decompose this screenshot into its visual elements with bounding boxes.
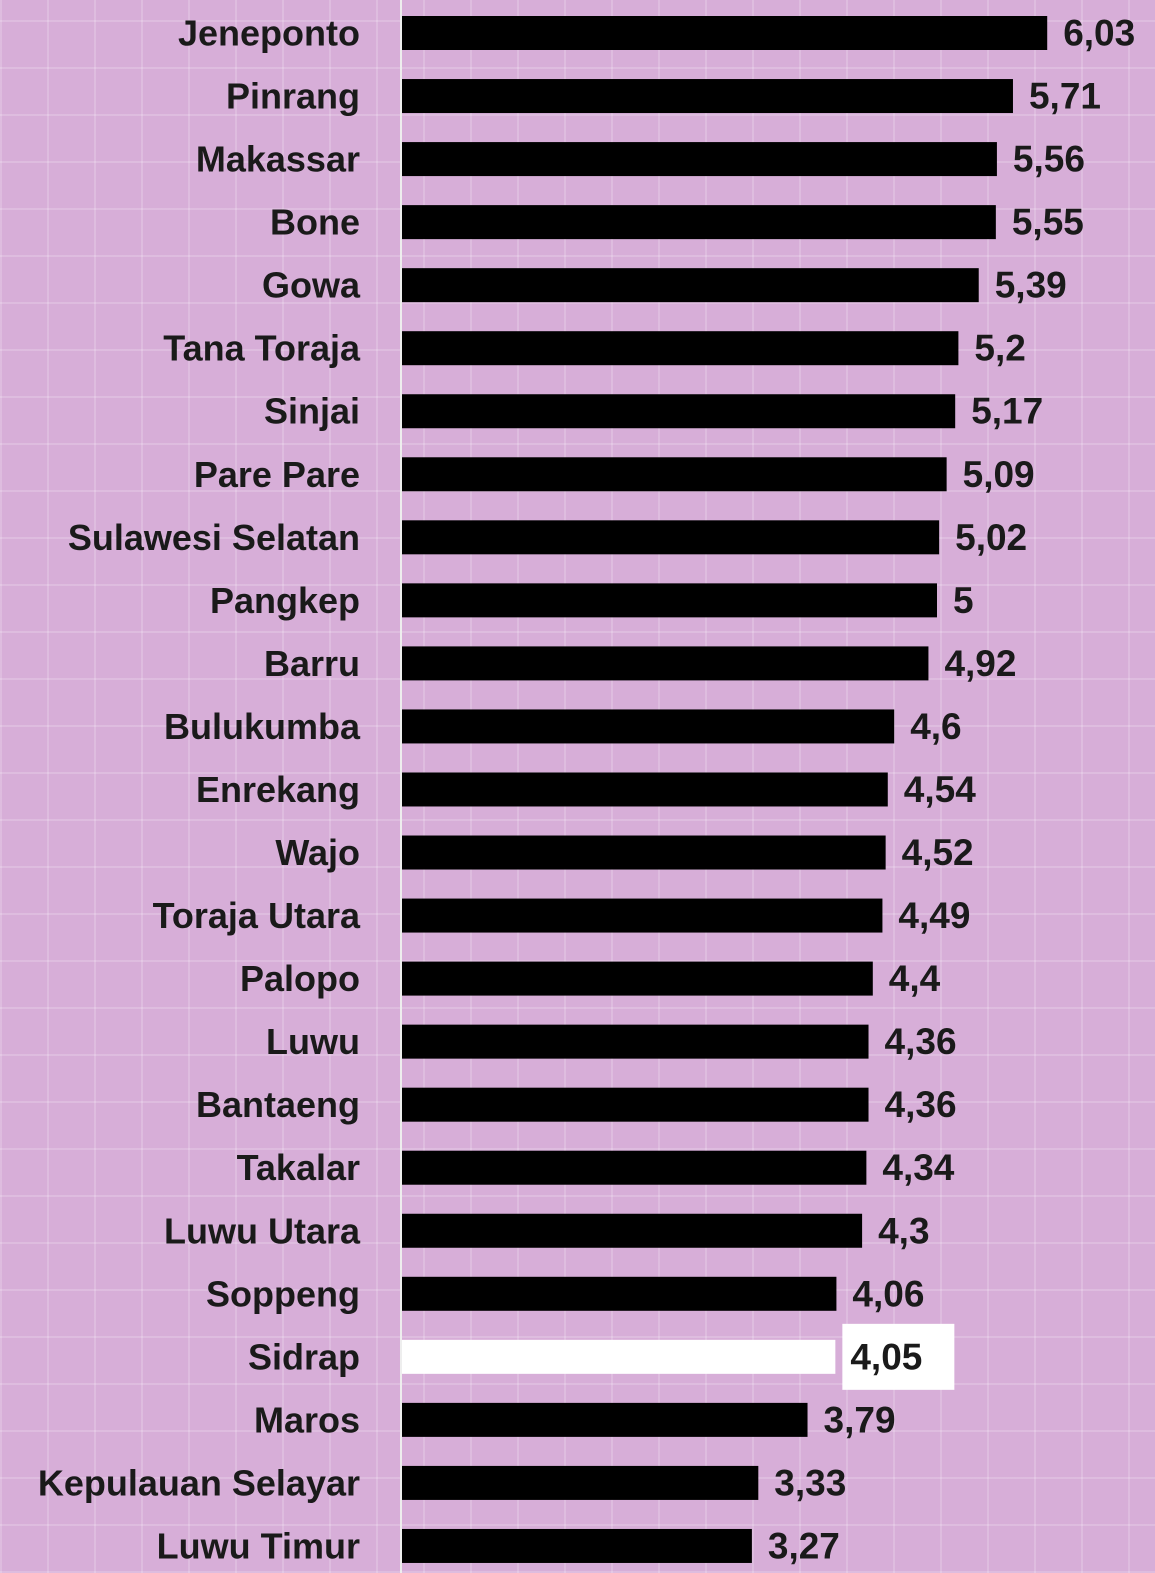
category-label: Pinrang [226,76,360,117]
bar [402,1466,758,1500]
value-label: 4,54 [904,769,976,810]
value-label: 5,71 [1029,76,1101,117]
value-label: 5 [953,580,974,621]
category-label: Palopo [240,958,360,999]
value-label: 4,3 [878,1210,929,1251]
bar [402,394,955,428]
category-label: Barru [264,643,360,684]
category-label: Jeneponto [178,13,360,54]
value-label: 4,34 [882,1147,954,1188]
bar [402,1277,836,1311]
category-label: Sidrap [248,1336,360,1377]
bar [402,836,886,870]
bar [402,1340,835,1374]
bar [402,331,958,365]
category-label: Takalar [237,1147,360,1188]
category-label: Bulukumba [164,706,361,747]
value-label: 5,39 [995,265,1067,306]
category-label: Luwu Utara [164,1210,361,1251]
bar [402,205,996,239]
value-label: 4,49 [898,895,970,936]
bar [402,142,997,176]
bar [402,646,928,680]
bar [402,1025,869,1059]
category-label: Soppeng [206,1273,360,1314]
bar [402,1403,808,1437]
category-label: Tana Toraja [163,328,361,369]
category-label: Enrekang [196,769,360,810]
value-label: 4,36 [885,1021,957,1062]
bar [402,457,947,491]
value-label: 4,4 [889,958,941,999]
chart: Jeneponto 6,03 Pinrang 5,71 Makassar 5,56 Bone… [0,0,1155,1573]
value-label: 5,09 [963,454,1035,495]
page: Jeneponto 6,03 Pinrang 5,71 Makassar 5,56 Bone… [0,0,1155,1573]
value-label: 3,79 [824,1399,896,1440]
value-label: 4,06 [852,1273,924,1314]
value-label: 4,92 [944,643,1016,684]
bar [402,1529,752,1563]
category-label: Luwu Timur [157,1525,360,1566]
value-label: 5,56 [1013,139,1085,180]
category-label: Makassar [196,139,360,180]
category-label: Kepulauan Selayar [38,1462,360,1503]
bar [402,520,939,554]
category-label: Gowa [262,265,361,306]
bar [402,1214,862,1248]
bar [402,772,888,806]
bar [402,268,979,302]
value-label: 4,52 [902,832,974,873]
category-label: Bantaeng [196,1084,360,1125]
bar [402,709,894,743]
bar [402,962,873,996]
value-label: 6,03 [1063,13,1135,54]
category-label: Sinjai [264,391,360,432]
category-label: Toraja Utara [153,895,361,936]
value-label: 5,2 [974,328,1025,369]
category-label: Wajo [275,832,360,873]
category-label: Bone [270,202,360,243]
category-label: Maros [254,1399,360,1440]
value-label: 4,6 [910,706,961,747]
category-label: Pare Pare [194,454,360,495]
bar [402,1151,866,1185]
value-label: 5,02 [955,517,1027,558]
value-label: 5,17 [971,391,1043,432]
value-label: 4,36 [885,1084,957,1125]
category-label: Pangkep [210,580,360,621]
bar [402,1088,869,1122]
category-label: Luwu [266,1021,360,1062]
bar [402,899,882,933]
value-label: 3,27 [768,1525,840,1566]
value-label: 5,55 [1012,202,1084,243]
bar [402,583,937,617]
bar [402,79,1013,113]
value-label: 3,33 [774,1462,846,1503]
category-label: Sulawesi Selatan [68,517,360,558]
bar [402,16,1047,50]
value-label: 4,05 [850,1336,922,1377]
